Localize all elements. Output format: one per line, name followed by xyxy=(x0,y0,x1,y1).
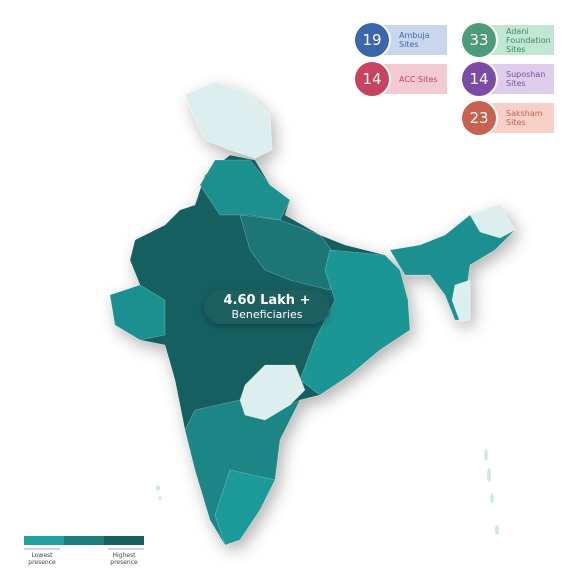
badge: 33 Adani Foundation Sites xyxy=(462,23,554,57)
badge: 23 Saksham Sites xyxy=(462,101,554,135)
region-gujarat xyxy=(109,284,166,341)
badge-count: 33 xyxy=(462,23,496,57)
scale-mid xyxy=(64,536,104,545)
region-east xyxy=(299,249,411,396)
scale-high xyxy=(104,536,144,545)
region-jk xyxy=(184,81,273,159)
badge-count: 14 xyxy=(355,62,389,96)
region-ne-light-2 xyxy=(451,279,471,323)
highlight-label: Beneficiaries xyxy=(231,308,303,321)
highlight-value: 4.60 Lakh + xyxy=(223,293,311,308)
region-tamil xyxy=(214,469,276,546)
islands xyxy=(156,449,499,535)
region-central-north xyxy=(239,214,336,291)
scale-low xyxy=(24,536,64,545)
badge-count: 23 xyxy=(462,101,496,135)
badge-label: Suposhan Sites xyxy=(506,70,546,88)
badge: 19 Ambuja Sites xyxy=(355,23,447,57)
badge-count: 19 xyxy=(355,23,389,57)
badge-label: ACC Sites xyxy=(399,74,438,84)
badge-label: Saksham Sites xyxy=(506,109,543,127)
badge-count: 14 xyxy=(462,62,496,96)
region-northeast xyxy=(389,204,516,321)
region-telangana xyxy=(239,364,306,421)
legend-low: Lowest presence xyxy=(28,552,56,566)
legend-high: Highest presence xyxy=(110,552,138,566)
highlight: 4.60 Lakh + Beneficiaries xyxy=(204,290,330,324)
badge: 14 Suposhan Sites xyxy=(462,62,554,96)
region-north xyxy=(199,159,291,221)
badge-label: Adani Foundation Sites xyxy=(506,26,551,54)
badge-label: Ambuja Sites xyxy=(399,31,430,49)
badge: 14 ACC Sites xyxy=(355,62,447,96)
region-ne-light xyxy=(469,204,516,239)
